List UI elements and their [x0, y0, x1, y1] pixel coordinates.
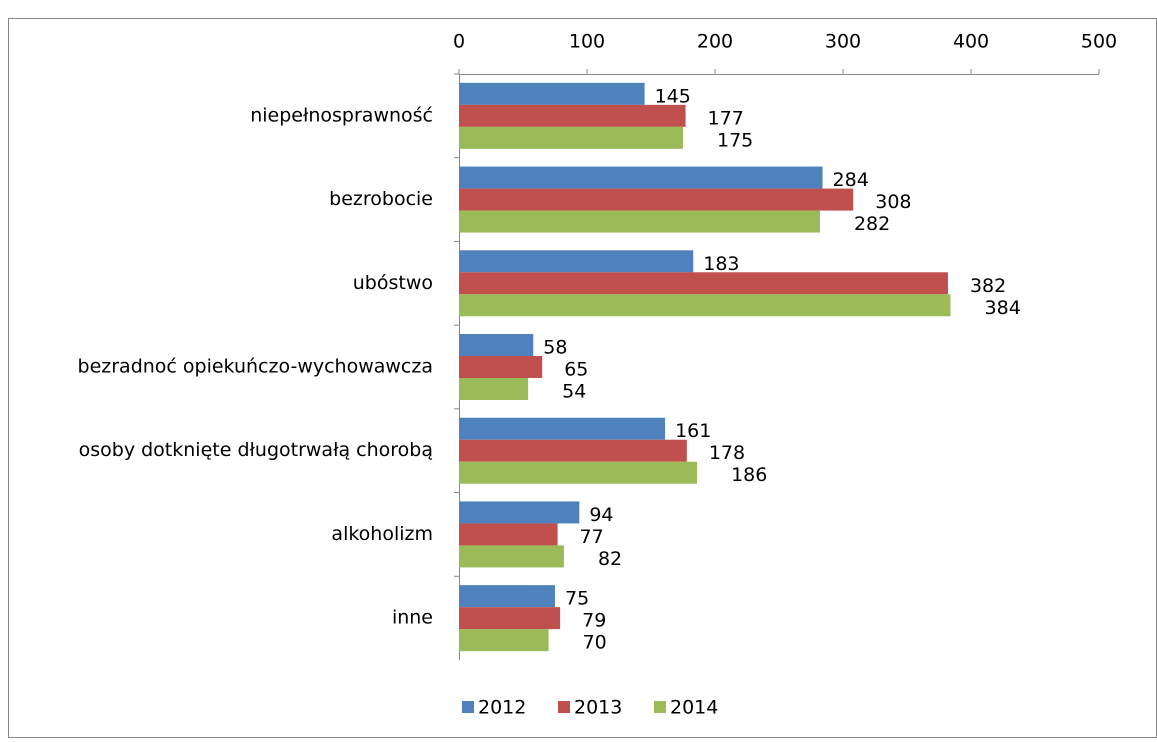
- data-label: 82: [598, 548, 622, 570]
- y-tick-label: inne: [392, 607, 433, 629]
- data-label: 186: [731, 464, 767, 486]
- data-label: 382: [970, 275, 1006, 297]
- data-label: 183: [703, 253, 739, 275]
- legend-label: 2014: [670, 697, 718, 719]
- data-label: 282: [854, 213, 890, 235]
- bar: [459, 523, 558, 546]
- bar: [459, 461, 698, 484]
- bar: [459, 439, 687, 462]
- y-tick-label: osoby dotknięte długotrwałą chorobą: [79, 439, 433, 461]
- data-label: 65: [564, 359, 588, 381]
- legend-swatch: [654, 701, 666, 713]
- bar: [459, 272, 948, 295]
- bar: [459, 607, 561, 630]
- legend-swatch: [558, 701, 570, 713]
- data-label: 75: [565, 588, 589, 610]
- legend-swatch: [462, 701, 474, 713]
- bar: [459, 356, 543, 378]
- bar: [459, 585, 555, 608]
- y-tick-label: niepełnosprawność: [250, 104, 433, 126]
- data-label: 161: [675, 420, 711, 442]
- legend-label: 2013: [574, 697, 622, 719]
- data-label: 70: [583, 632, 607, 654]
- data-label: 177: [708, 107, 744, 129]
- bar: [459, 629, 549, 652]
- data-label: 77: [580, 526, 604, 548]
- y-tick-label: alkoholizm: [331, 523, 433, 545]
- data-label: 58: [543, 337, 567, 359]
- bar: [459, 126, 683, 149]
- data-label: 284: [833, 169, 869, 191]
- bar: [459, 210, 820, 233]
- x-tick-label: 200: [697, 31, 733, 53]
- data-label: 178: [709, 442, 745, 464]
- y-tick-label: bezradnoć opiekuńczo-wychowawcza: [78, 356, 433, 378]
- x-tick-label: 300: [825, 31, 861, 53]
- x-tick-label: 400: [953, 31, 989, 53]
- bar: [459, 82, 645, 105]
- bar: [459, 166, 823, 189]
- data-label: 175: [717, 129, 753, 151]
- data-label: 79: [582, 610, 606, 632]
- data-label: 145: [655, 85, 691, 107]
- bar: [459, 545, 564, 568]
- bar: [459, 250, 694, 273]
- data-label: 54: [562, 381, 586, 403]
- data-label: 308: [875, 191, 911, 213]
- bar: [459, 501, 580, 524]
- bar: [459, 188, 854, 211]
- bar: [459, 334, 534, 356]
- data-label: 384: [985, 297, 1021, 319]
- bar: [459, 294, 951, 317]
- bar: [459, 378, 529, 400]
- y-tick-label: ubóstwo: [353, 272, 433, 294]
- bar: [459, 417, 666, 440]
- bar: [459, 104, 686, 127]
- legend-label: 2012: [478, 697, 526, 719]
- data-label: 94: [589, 504, 613, 526]
- x-tick-label: 100: [569, 31, 605, 53]
- x-tick-label: 0: [453, 31, 465, 53]
- x-tick-label: 500: [1081, 31, 1117, 53]
- y-tick-label: bezrobocie: [329, 188, 433, 210]
